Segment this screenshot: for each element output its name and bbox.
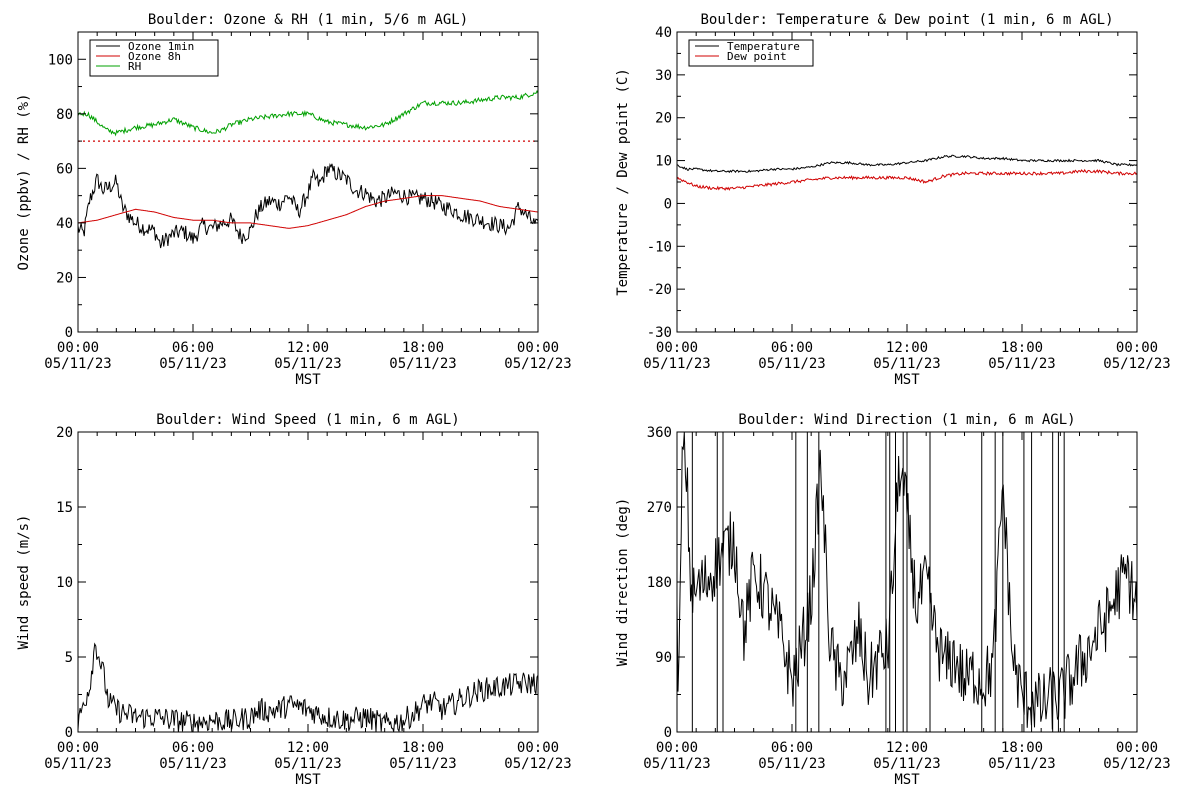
chart-title: Boulder: Temperature & Dew point (1 min,… [700,12,1113,28]
series-3-line [78,89,538,137]
x-tick-time: 00:00 [656,340,698,356]
y-tick-label: 180 [647,575,672,591]
legend-label: Ozone 8h [128,50,181,63]
legend-label: RH [128,60,141,73]
x-tick-date: 05/12/23 [504,756,571,772]
x-tick-date: 05/11/23 [159,356,226,372]
y-tick-label: 5 [65,650,73,666]
series-2-line [677,168,1137,191]
x-tick-time: 18:00 [402,340,444,356]
x-tick-time: 18:00 [1001,740,1043,756]
x-tick-time: 06:00 [172,740,214,756]
y-tick-label: 360 [647,425,672,441]
y-tick-label: 20 [56,425,73,441]
y-tick-label: 270 [647,500,672,516]
x-tick-time: 00:00 [1116,340,1158,356]
chart-2: -30-20-1001020304000:0005/11/2306:0005/1… [615,12,1171,388]
x-tick-date: 05/11/23 [44,356,111,372]
legend-label: Temperature [727,40,800,53]
x-tick-time: 18:00 [402,740,444,756]
legend-box [688,39,814,67]
x-tick-date: 05/12/23 [504,356,571,372]
x-tick-date: 05/11/23 [159,756,226,772]
chart-3: 0510152000:0005/11/2306:0005/11/2312:000… [16,412,572,788]
x-tick-time: 18:00 [1001,340,1043,356]
y-axis-label: Wind speed (m/s) [16,515,32,650]
chart-title: Boulder: Ozone & RH (1 min, 5/6 m AGL) [148,12,468,28]
x-tick-date: 05/11/23 [873,756,940,772]
x-tick-date: 05/11/23 [44,756,111,772]
y-tick-label: 10 [56,575,73,591]
x-tick-date: 05/11/23 [274,356,341,372]
y-tick-label: 0 [65,725,73,741]
series-2-line [78,195,538,229]
x-tick-time: 12:00 [287,740,329,756]
x-tick-date: 05/11/23 [988,756,1055,772]
x-tick-date: 05/11/23 [758,356,825,372]
chart-4: 09018027036000:0005/11/2306:0005/11/2312… [615,412,1171,788]
y-tick-label: -10 [647,239,672,255]
y-tick-label: -30 [647,325,672,341]
y-tick-label: 20 [56,270,73,286]
chart-title: Boulder: Wind Speed (1 min, 6 m AGL) [156,412,459,428]
x-axis-label: MST [295,772,321,788]
y-tick-label: 10 [655,154,672,170]
series-1-line [78,162,538,249]
y-axis-label: Ozone (ppbv) / RH (%) [16,93,32,270]
y-tick-label: 100 [48,52,73,68]
series-1-line [677,154,1137,174]
x-tick-date: 05/11/23 [988,356,1055,372]
x-tick-time: 06:00 [771,340,813,356]
x-tick-time: 00:00 [1116,740,1158,756]
x-tick-date: 05/11/23 [758,756,825,772]
y-tick-label: 15 [56,500,73,516]
x-tick-date: 05/11/23 [643,756,710,772]
y-tick-label: 40 [655,25,672,41]
y-axis-label: Temperature / Dew point (C) [615,68,631,296]
x-tick-date: 05/11/23 [389,356,456,372]
x-tick-time: 06:00 [771,740,813,756]
y-tick-label: 30 [655,68,672,84]
x-tick-time: 00:00 [656,740,698,756]
x-tick-time: 06:00 [172,340,214,356]
legend-label: Dew point [727,50,787,63]
x-tick-date: 05/12/23 [1103,756,1170,772]
y-tick-label: 0 [664,725,672,741]
x-tick-date: 05/11/23 [643,356,710,372]
axis-box [77,31,539,333]
x-tick-time: 00:00 [57,340,99,356]
y-tick-label: 0 [65,325,73,341]
series-1-line [78,642,538,732]
y-tick-label: 20 [655,111,672,127]
y-tick-label: 90 [655,650,672,666]
y-tick-label: 60 [56,161,73,177]
axis-box [676,31,1138,333]
legend-label: Ozone 1min [128,40,194,53]
y-tick-label: 0 [664,196,672,212]
x-axis-label: MST [894,372,920,388]
x-tick-date: 05/11/23 [873,356,940,372]
x-tick-time: 00:00 [517,340,559,356]
y-axis-label: Wind direction (deg) [615,498,631,667]
x-tick-date: 05/11/23 [274,756,341,772]
x-tick-time: 12:00 [886,340,928,356]
x-tick-time: 12:00 [287,340,329,356]
x-tick-time: 00:00 [57,740,99,756]
x-tick-date: 05/12/23 [1103,356,1170,372]
x-tick-time: 00:00 [517,740,559,756]
x-axis-label: MST [295,372,321,388]
chart-title: Boulder: Wind Direction (1 min, 6 m AGL) [738,412,1075,428]
x-axis-label: MST [894,772,920,788]
x-tick-date: 05/11/23 [389,756,456,772]
x-tick-time: 12:00 [886,740,928,756]
y-tick-label: 80 [56,107,73,123]
axis-box [77,431,539,733]
y-tick-label: -20 [647,282,672,298]
y-tick-label: 40 [56,216,73,232]
chart-1: 02040608010000:0005/11/2306:0005/11/2312… [16,12,572,388]
